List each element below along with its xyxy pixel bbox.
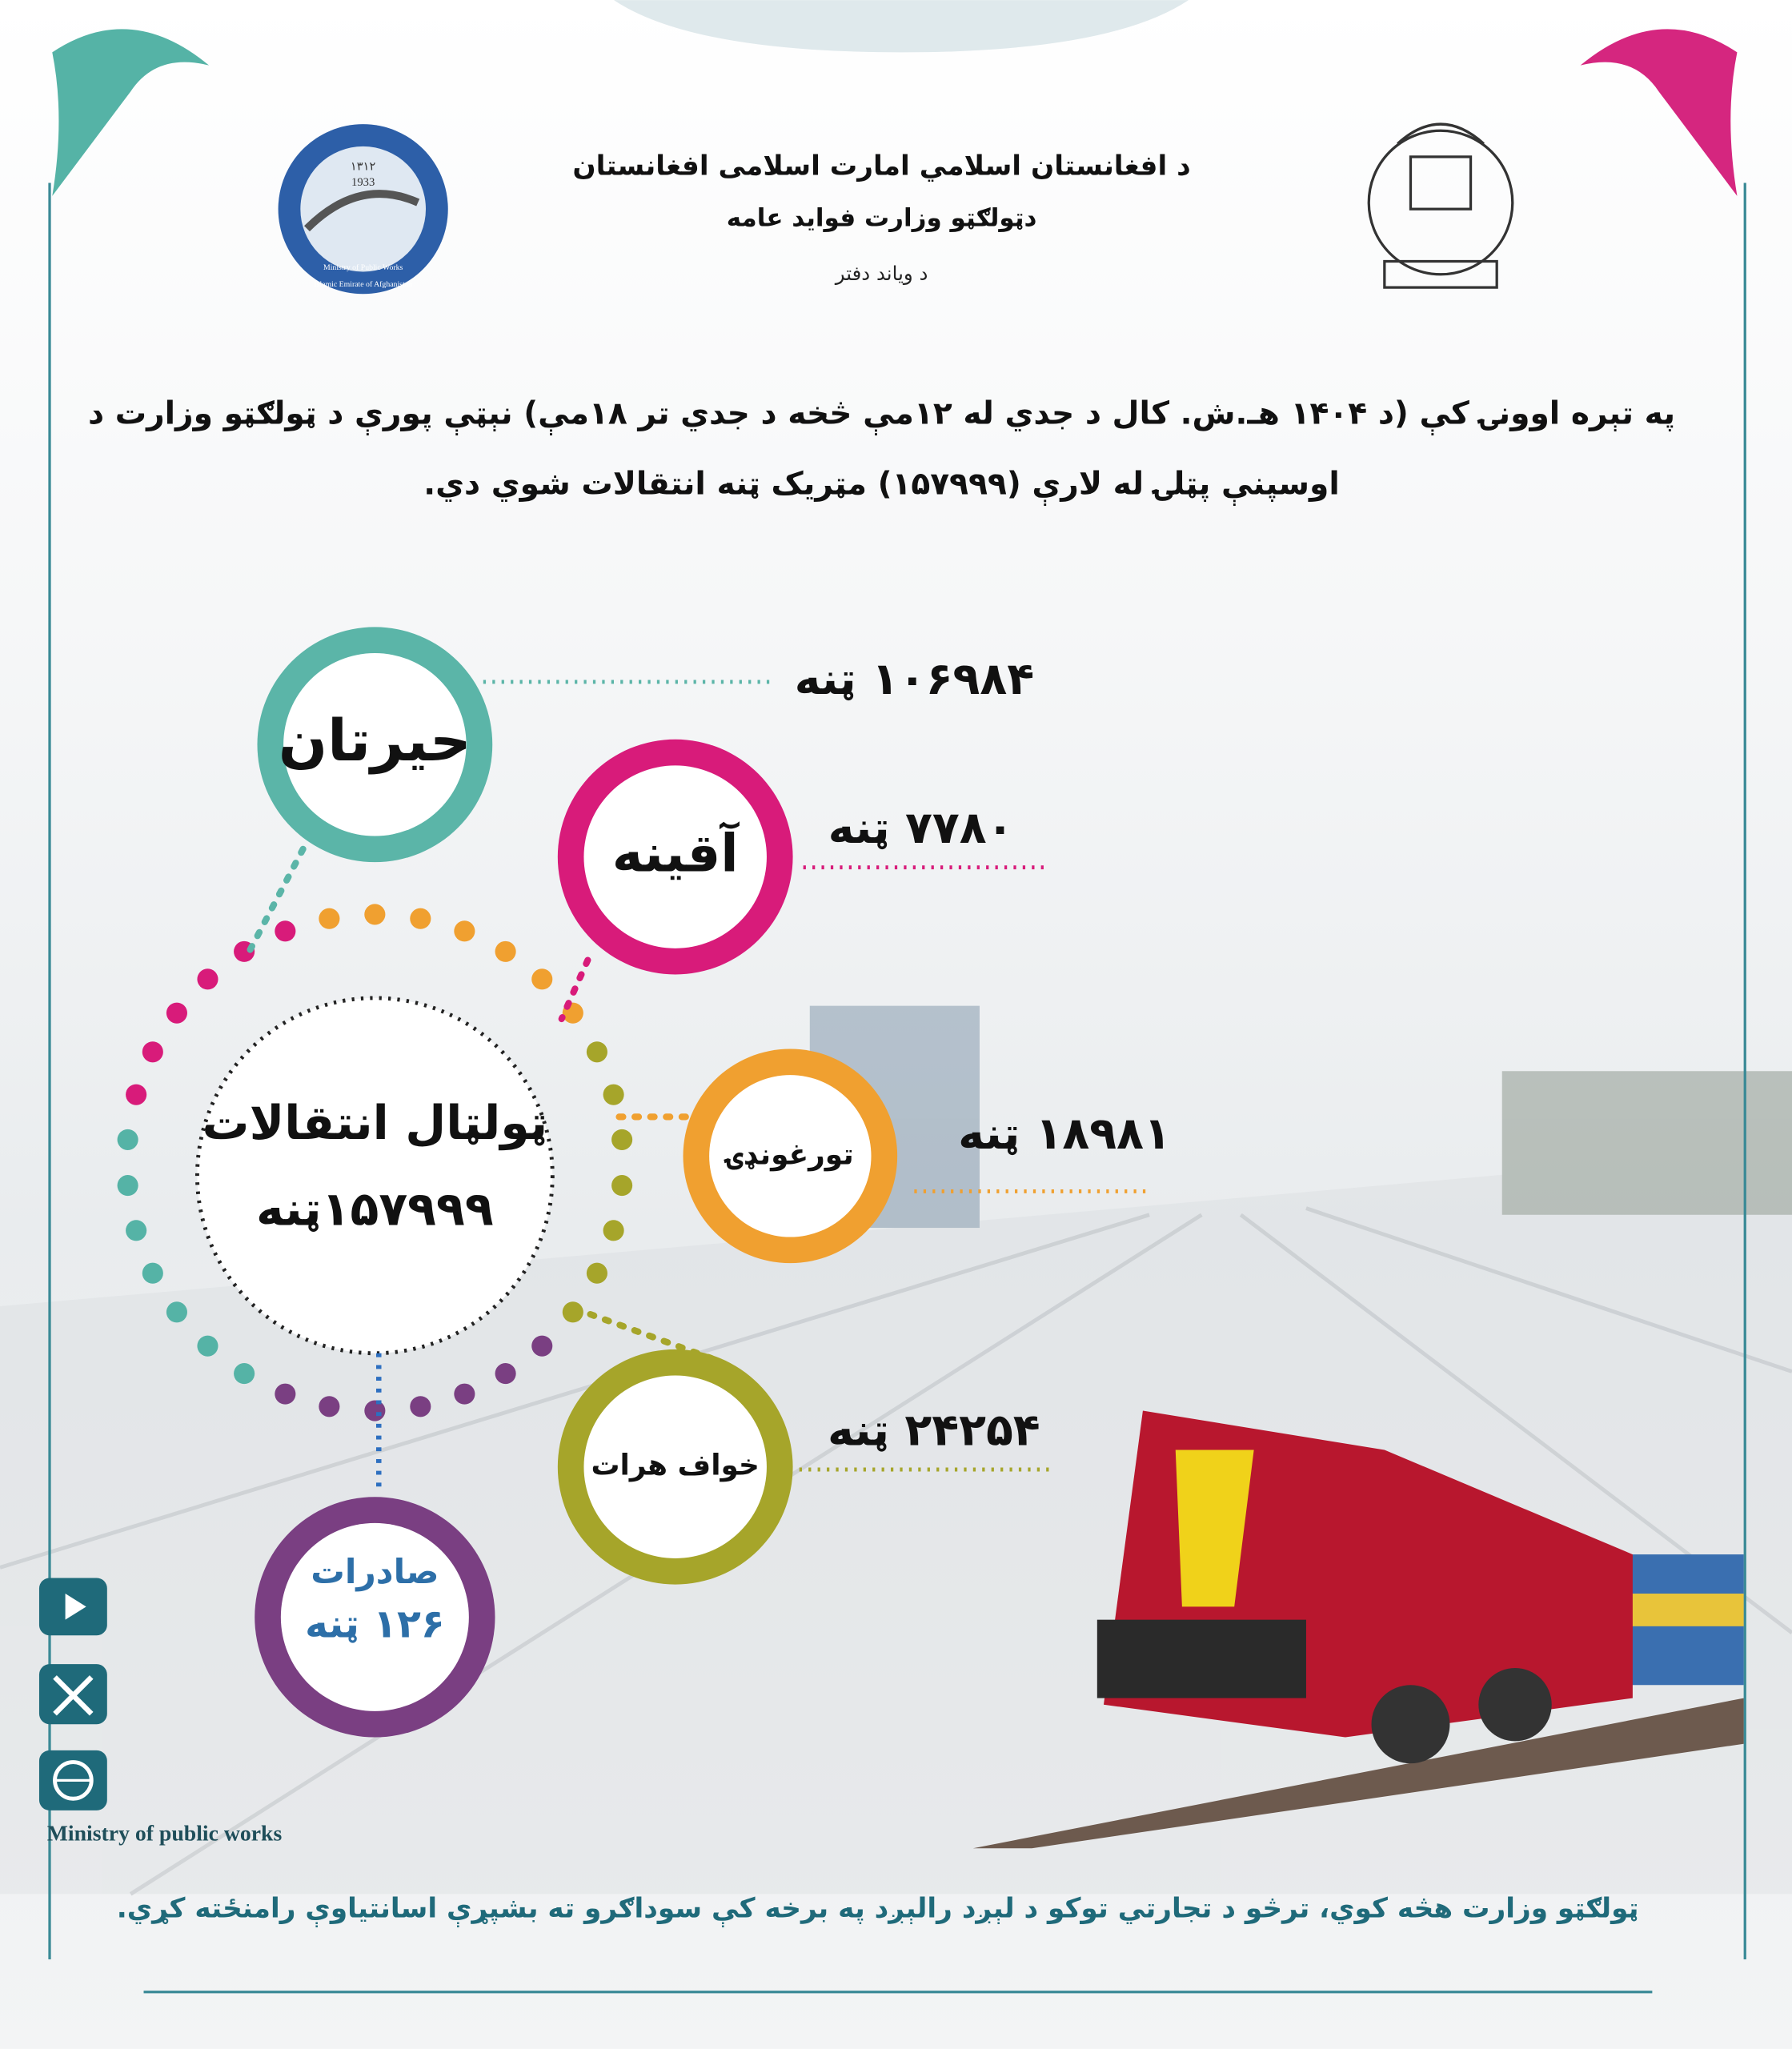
ministry-logo: ۱۳۱۲ 1933 Ministry of Public Works Islam…	[278, 124, 448, 295]
exports-inner	[280, 1522, 469, 1711]
ring-dot	[275, 920, 296, 942]
total-circle	[194, 996, 555, 1356]
node-value: ۷۷۸۰ ټنه	[828, 803, 1014, 854]
node-inner	[583, 765, 767, 948]
intro-text: په تېره اوونۍ کې (د ۱۴۰۴ هـ.ش. کال د جدي…	[88, 396, 1675, 436]
ring-dot	[364, 904, 386, 925]
ring-dot	[586, 1041, 607, 1063]
ring-dot	[410, 908, 431, 929]
ring-dot	[495, 1363, 516, 1385]
ring-dot	[126, 1220, 147, 1241]
node-label: حیرتان	[279, 707, 471, 775]
ring-dot	[531, 1335, 553, 1357]
logo-text: Ministry of Public Works	[323, 263, 403, 272]
ring-dot	[364, 1400, 386, 1421]
ring-dot	[603, 1084, 624, 1105]
social-name: Ministry of public works	[47, 1821, 283, 1846]
node-label: آقینه	[612, 821, 740, 884]
connector	[558, 956, 591, 1023]
node-value: ۲۴۲۵۴ ټنه	[828, 1405, 1040, 1456]
header-office: د ویاند دفتر	[834, 262, 928, 285]
emblem	[1367, 122, 1514, 289]
intro-text: اوسپنې پټلۍ له لارې (۱۵۷۹۹۹) مټریک ټنه ا…	[423, 467, 1340, 507]
node-value: ۱۰۶۹۸۴ ټنه	[795, 654, 1035, 705]
logo-text: Islamic Emirate of Afghanistan	[314, 280, 412, 289]
ring-dot	[586, 1262, 607, 1284]
ring-dot	[142, 1262, 163, 1284]
node-inner	[283, 653, 467, 836]
social-icons	[38, 1578, 107, 1810]
ring-dot	[126, 1084, 147, 1105]
connector	[564, 1302, 716, 1362]
ring-dot	[319, 908, 340, 929]
connector	[244, 845, 307, 957]
ring-dot	[142, 1041, 163, 1063]
ring-dot	[611, 1129, 633, 1150]
node-inner	[583, 1375, 767, 1558]
header-title: د افغانستان اسلامي امارت اسلامی افغانستا…	[572, 150, 1190, 182]
exports-value: ۱۲۶ ټنه	[305, 1601, 445, 1646]
header-subtitle: دټولګټو وزارت فواید عامه	[727, 204, 1037, 233]
ring-dot	[197, 1335, 218, 1357]
ring-dot	[234, 1363, 255, 1385]
border	[48, 182, 1746, 1994]
ring-dot	[166, 1002, 187, 1024]
node-label: خواف هرات	[591, 1450, 759, 1482]
ring-dot	[275, 1383, 296, 1405]
exports-label: صادرات	[311, 1553, 439, 1592]
ring-dot	[454, 920, 475, 942]
ring-dot	[495, 940, 516, 962]
ring-dot	[611, 1175, 633, 1197]
ring-dot	[166, 1301, 187, 1323]
logo-year: ۱۳۱۲	[351, 160, 376, 173]
ring-dot	[117, 1175, 138, 1197]
ring-dot	[319, 1396, 340, 1417]
node-value: ۱۸۹۸۱ ټنه	[958, 1109, 1171, 1160]
footer-text: ټولګټو وزارت هڅه کوي، ترڅو د تجارتي توکو…	[117, 1892, 1639, 1927]
ring-dot	[531, 968, 553, 990]
node-label: تورغونډۍ	[724, 1138, 854, 1171]
ring-dot	[603, 1220, 624, 1241]
ring-dot	[117, 1129, 138, 1150]
total-value: ۱۵۷۹۹۹ټنه	[256, 1181, 494, 1237]
corner-ornament	[52, 0, 1738, 196]
ring-dot	[197, 968, 218, 990]
dot-ring	[117, 904, 633, 1421]
ring-dot	[410, 1396, 431, 1417]
logo-year: 1933	[351, 176, 375, 189]
nodes: حیرتان ۱۰۶۹۸۴ ټنه آقینه ۷۷۸۰ ټنه تورغونډۍ ۱۸۹…	[244, 627, 1171, 1585]
ring-dot	[454, 1383, 475, 1405]
total-label: ټولټال انتقالات	[202, 1095, 548, 1151]
node-inner	[709, 1075, 872, 1237]
